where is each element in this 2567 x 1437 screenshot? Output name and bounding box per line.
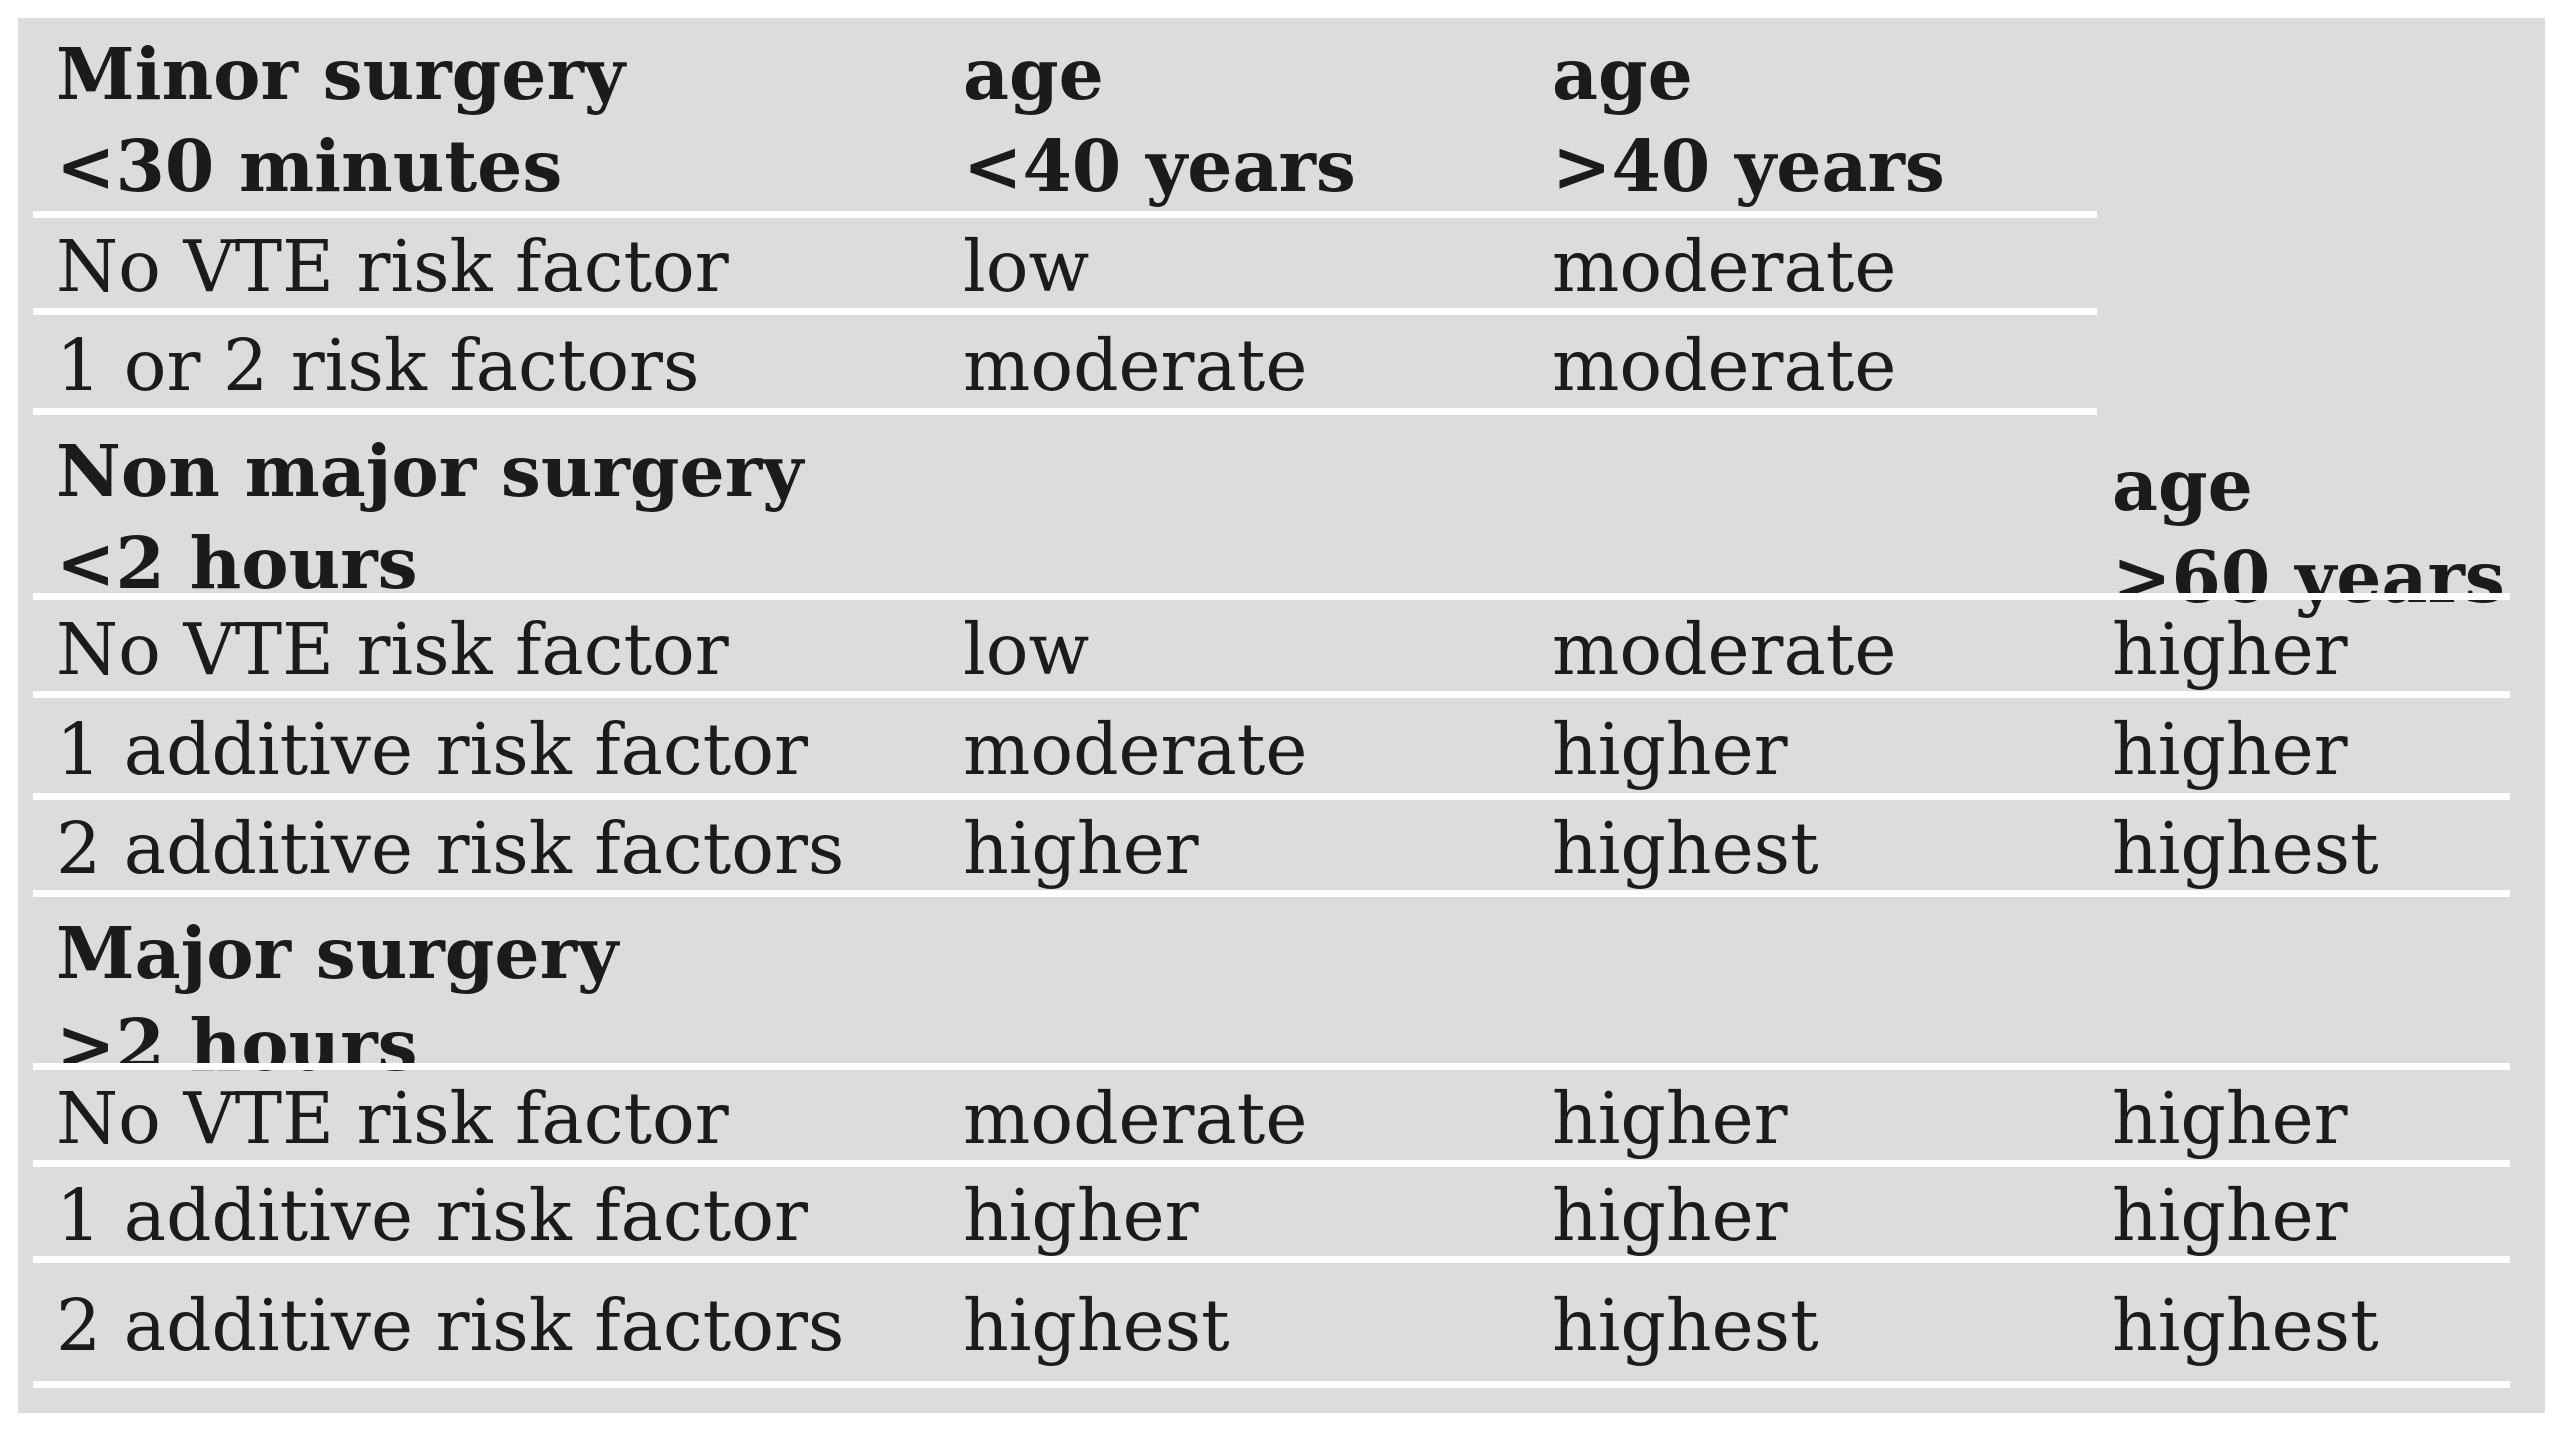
risk-cell: moderate xyxy=(963,1077,1308,1160)
row-label-cell: 2 additive risk factors xyxy=(56,1284,845,1367)
section-header-major-surgery: Major surgery >2 hours xyxy=(18,897,2545,1087)
column-header-age-over-40: age >40 years xyxy=(1552,28,2112,218)
row-divider xyxy=(33,1381,2510,1388)
row-divider xyxy=(33,593,2510,600)
section-title-cell: Minor surgery <30 minutes xyxy=(56,28,963,218)
risk-cell: higher xyxy=(2112,1077,2348,1160)
risk-cell: moderate xyxy=(1552,225,1897,308)
row-divider xyxy=(33,408,2097,415)
table-row: No VTE risk factor low moderate xyxy=(18,218,2545,315)
table-row: No VTE risk factor moderate higher highe… xyxy=(18,1070,2545,1167)
table-row: 1 additive risk factor higher higher hig… xyxy=(18,1167,2545,1263)
row-label-cell: No VTE risk factor xyxy=(56,225,729,308)
risk-cell: highest xyxy=(963,1284,1230,1367)
column-header-age-over-60: age >60 years xyxy=(2112,425,2545,623)
risk-cell: higher xyxy=(1552,707,1788,791)
risk-cell: low xyxy=(963,225,1090,308)
risk-cell: higher xyxy=(963,1173,1199,1257)
section-title-line2: <2 hours xyxy=(56,521,418,605)
risk-cell: highest xyxy=(1552,1284,1819,1367)
row-divider xyxy=(33,691,2510,698)
table-row: 1 or 2 risk factors moderate moderate xyxy=(18,315,2545,415)
row-divider xyxy=(33,890,2510,897)
column-header-age-under-40: age <40 years xyxy=(963,28,1552,218)
section-header-minor-surgery: Minor surgery <30 minutes age <40 years … xyxy=(18,18,2545,218)
vte-risk-table: Minor surgery <30 minutes age <40 years … xyxy=(18,18,2545,1413)
risk-cell: higher xyxy=(2112,607,2348,691)
column-header-line2: <40 years xyxy=(963,124,1356,208)
table-row: 2 additive risk factors higher highest h… xyxy=(18,800,2545,897)
risk-cell: moderate xyxy=(1552,323,1897,407)
column-header-line1: age xyxy=(963,32,1104,116)
section-title-line1: Minor surgery xyxy=(56,32,626,116)
row-label-cell: 1 additive risk factor xyxy=(56,1173,808,1257)
section-title-line1: Non major surgery xyxy=(56,429,804,513)
row-divider xyxy=(33,308,2097,315)
risk-cell: moderate xyxy=(963,323,1308,407)
row-label-cell: 1 additive risk factor xyxy=(56,707,808,791)
row-divider xyxy=(33,1063,2510,1070)
row-label-cell: 2 additive risk factors xyxy=(56,807,845,890)
section-title-cell: Non major surgery <2 hours xyxy=(56,425,963,623)
row-divider xyxy=(33,1160,2510,1167)
risk-cell: highest xyxy=(1552,807,1819,890)
section-title-line2: <30 minutes xyxy=(56,124,563,208)
risk-cell: moderate xyxy=(1552,607,1897,691)
risk-cell: highest xyxy=(2112,1284,2379,1367)
section-header-non-major-surgery: Non major surgery <2 hours age >60 years xyxy=(18,415,2545,619)
risk-cell: higher xyxy=(1552,1173,1788,1257)
row-divider xyxy=(33,793,2510,800)
section-title-line2: >2 hours xyxy=(56,1003,418,1087)
risk-cell: higher xyxy=(1552,1077,1788,1160)
column-header-line2: >60 years xyxy=(2112,535,2505,619)
risk-cell: low xyxy=(963,607,1090,691)
column-header-line1: age xyxy=(1552,32,1693,116)
row-label-cell: 1 or 2 risk factors xyxy=(56,323,700,407)
section-title-line1: Major surgery xyxy=(56,911,619,995)
row-divider xyxy=(33,1256,2510,1263)
table-row: 2 additive risk factors highest highest … xyxy=(18,1263,2545,1388)
risk-cell: higher xyxy=(2112,707,2348,791)
risk-cell: highest xyxy=(2112,807,2379,890)
table-row: 1 additive risk factor moderate higher h… xyxy=(18,698,2545,800)
column-header-line1: age xyxy=(2112,443,2253,527)
table-row: No VTE risk factor low moderate higher xyxy=(18,600,2545,698)
column-header-line2: >40 years xyxy=(1552,124,1945,208)
row-label-cell: No VTE risk factor xyxy=(56,1077,729,1160)
risk-cell: higher xyxy=(2112,1173,2348,1257)
risk-cell: higher xyxy=(963,807,1199,890)
section-title-cell: Major surgery >2 hours xyxy=(56,907,963,1091)
row-divider xyxy=(33,211,2097,218)
risk-cell: moderate xyxy=(963,707,1308,791)
row-label-cell: No VTE risk factor xyxy=(56,607,729,691)
